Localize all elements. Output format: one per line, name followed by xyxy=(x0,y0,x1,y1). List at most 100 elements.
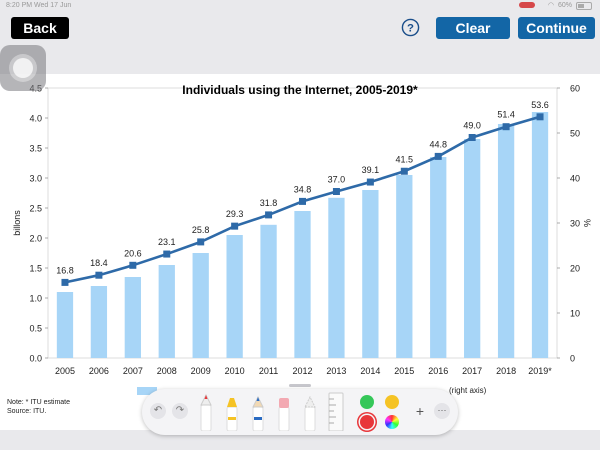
bar xyxy=(464,139,481,358)
status-right: ◠ 60% xyxy=(548,0,592,11)
y-axis-label: billons xyxy=(12,210,22,236)
data-label: 34.8 xyxy=(294,184,312,194)
bar xyxy=(430,157,447,358)
y2-tick-label: 30 xyxy=(570,219,580,229)
y-tick-label: 3.5 xyxy=(29,144,42,154)
help-icon[interactable]: ? xyxy=(401,18,420,37)
line-point xyxy=(197,238,205,246)
footnote-note: Note: * ITU estimate xyxy=(7,399,71,406)
line-point xyxy=(434,152,442,160)
redo-icon[interactable]: ↷ xyxy=(172,403,188,419)
bar xyxy=(192,253,209,358)
x-tick-label: 2017 xyxy=(462,366,482,376)
bar xyxy=(328,197,345,358)
data-label: 39.1 xyxy=(362,165,380,175)
add-icon[interactable]: + xyxy=(415,403,425,419)
green-color-swatch[interactable] xyxy=(360,395,374,409)
line-point xyxy=(400,167,408,175)
wifi-icon: ◠ xyxy=(547,2,554,9)
marker-icon[interactable] xyxy=(226,393,238,431)
toolbar-grabber[interactable] xyxy=(289,384,311,387)
data-label: 20.6 xyxy=(124,248,142,258)
y2-tick-label: 10 xyxy=(570,309,580,319)
y2-tick-label: 50 xyxy=(570,129,580,139)
assistive-touch-button[interactable] xyxy=(0,45,46,91)
x-tick-label: 2016 xyxy=(428,366,448,376)
footnote-source: Source: ITU. xyxy=(7,408,47,415)
data-label: 31.8 xyxy=(260,198,278,208)
y2-tick-label: 20 xyxy=(570,264,580,274)
clear-button[interactable]: Clear xyxy=(436,17,510,39)
status-time-date: 8:20 PM Wed 17 Jun xyxy=(6,2,72,9)
line-point xyxy=(129,261,137,269)
x-tick-label: 2006 xyxy=(89,366,109,376)
line-point xyxy=(61,278,69,286)
data-label: 53.6 xyxy=(531,100,549,110)
recording-indicator xyxy=(519,2,535,8)
legend-right-axis-note: (right axis) xyxy=(449,386,487,395)
line-point xyxy=(502,123,510,131)
line-point xyxy=(299,197,306,205)
x-tick-label: 2008 xyxy=(157,366,177,376)
bar xyxy=(124,277,141,358)
data-label: 41.5 xyxy=(396,154,414,164)
line-point xyxy=(332,188,340,195)
pencil-icon[interactable] xyxy=(252,393,264,431)
back-button[interactable]: Back xyxy=(11,17,69,39)
data-label: 29.3 xyxy=(226,209,244,219)
bar xyxy=(158,265,175,358)
y-tick-label: 0.0 xyxy=(29,354,42,364)
y2-tick-label: 0 xyxy=(570,354,575,364)
y-tick-label: 1.5 xyxy=(29,264,42,274)
x-tick-label: 2010 xyxy=(225,366,245,376)
line-point xyxy=(95,271,103,279)
bar xyxy=(90,286,108,358)
y2-axis-label: % xyxy=(582,219,592,227)
x-tick-label: 2011 xyxy=(259,366,278,376)
x-tick-label: 2015 xyxy=(394,366,414,376)
data-label: 23.1 xyxy=(158,237,176,247)
line-point xyxy=(163,250,171,258)
x-tick-label: 2007 xyxy=(123,366,143,376)
y-tick-label: 1.0 xyxy=(29,294,42,304)
ruler-icon[interactable] xyxy=(328,391,344,431)
line-point xyxy=(536,113,544,121)
bar xyxy=(294,211,311,358)
x-tick-label: 2013 xyxy=(326,366,346,376)
line-point xyxy=(366,178,374,186)
y-tick-label: 2.5 xyxy=(29,204,42,214)
color-palette-icon[interactable] xyxy=(385,415,399,429)
x-tick-label: 2009 xyxy=(191,366,211,376)
lasso-icon[interactable] xyxy=(304,393,316,431)
x-tick-label: 2005 xyxy=(55,366,75,376)
data-label: 51.4 xyxy=(497,110,515,120)
bar xyxy=(531,112,549,358)
line-point xyxy=(468,134,476,141)
x-tick-label: 2012 xyxy=(292,366,312,376)
red-color-swatch[interactable] xyxy=(360,415,374,429)
bar xyxy=(362,190,379,358)
pen-icon[interactable] xyxy=(200,393,212,431)
y-tick-label: 2.0 xyxy=(29,234,42,244)
battery-icon xyxy=(576,1,592,10)
data-label: 16.8 xyxy=(56,265,74,275)
undo-icon[interactable]: ↶ xyxy=(150,403,166,419)
yellow-color-swatch[interactable] xyxy=(385,395,399,409)
eraser-icon[interactable] xyxy=(278,393,290,431)
bar xyxy=(497,124,515,358)
y-tick-label: 0.5 xyxy=(29,324,42,334)
data-label: 25.8 xyxy=(192,225,210,235)
y2-tick-label: 40 xyxy=(570,174,580,184)
y-tick-label: 4.0 xyxy=(29,114,42,124)
more-icon[interactable]: ··· xyxy=(434,403,450,419)
line-point xyxy=(265,211,273,219)
bar xyxy=(260,224,277,358)
continue-button[interactable]: Continue xyxy=(518,17,595,39)
y2-tick-label: 60 xyxy=(570,84,580,94)
bar xyxy=(396,175,413,358)
y-tick-label: 3.0 xyxy=(29,174,42,184)
data-label: 37.0 xyxy=(328,175,346,185)
data-label: 44.8 xyxy=(429,139,447,149)
bar xyxy=(226,235,243,358)
